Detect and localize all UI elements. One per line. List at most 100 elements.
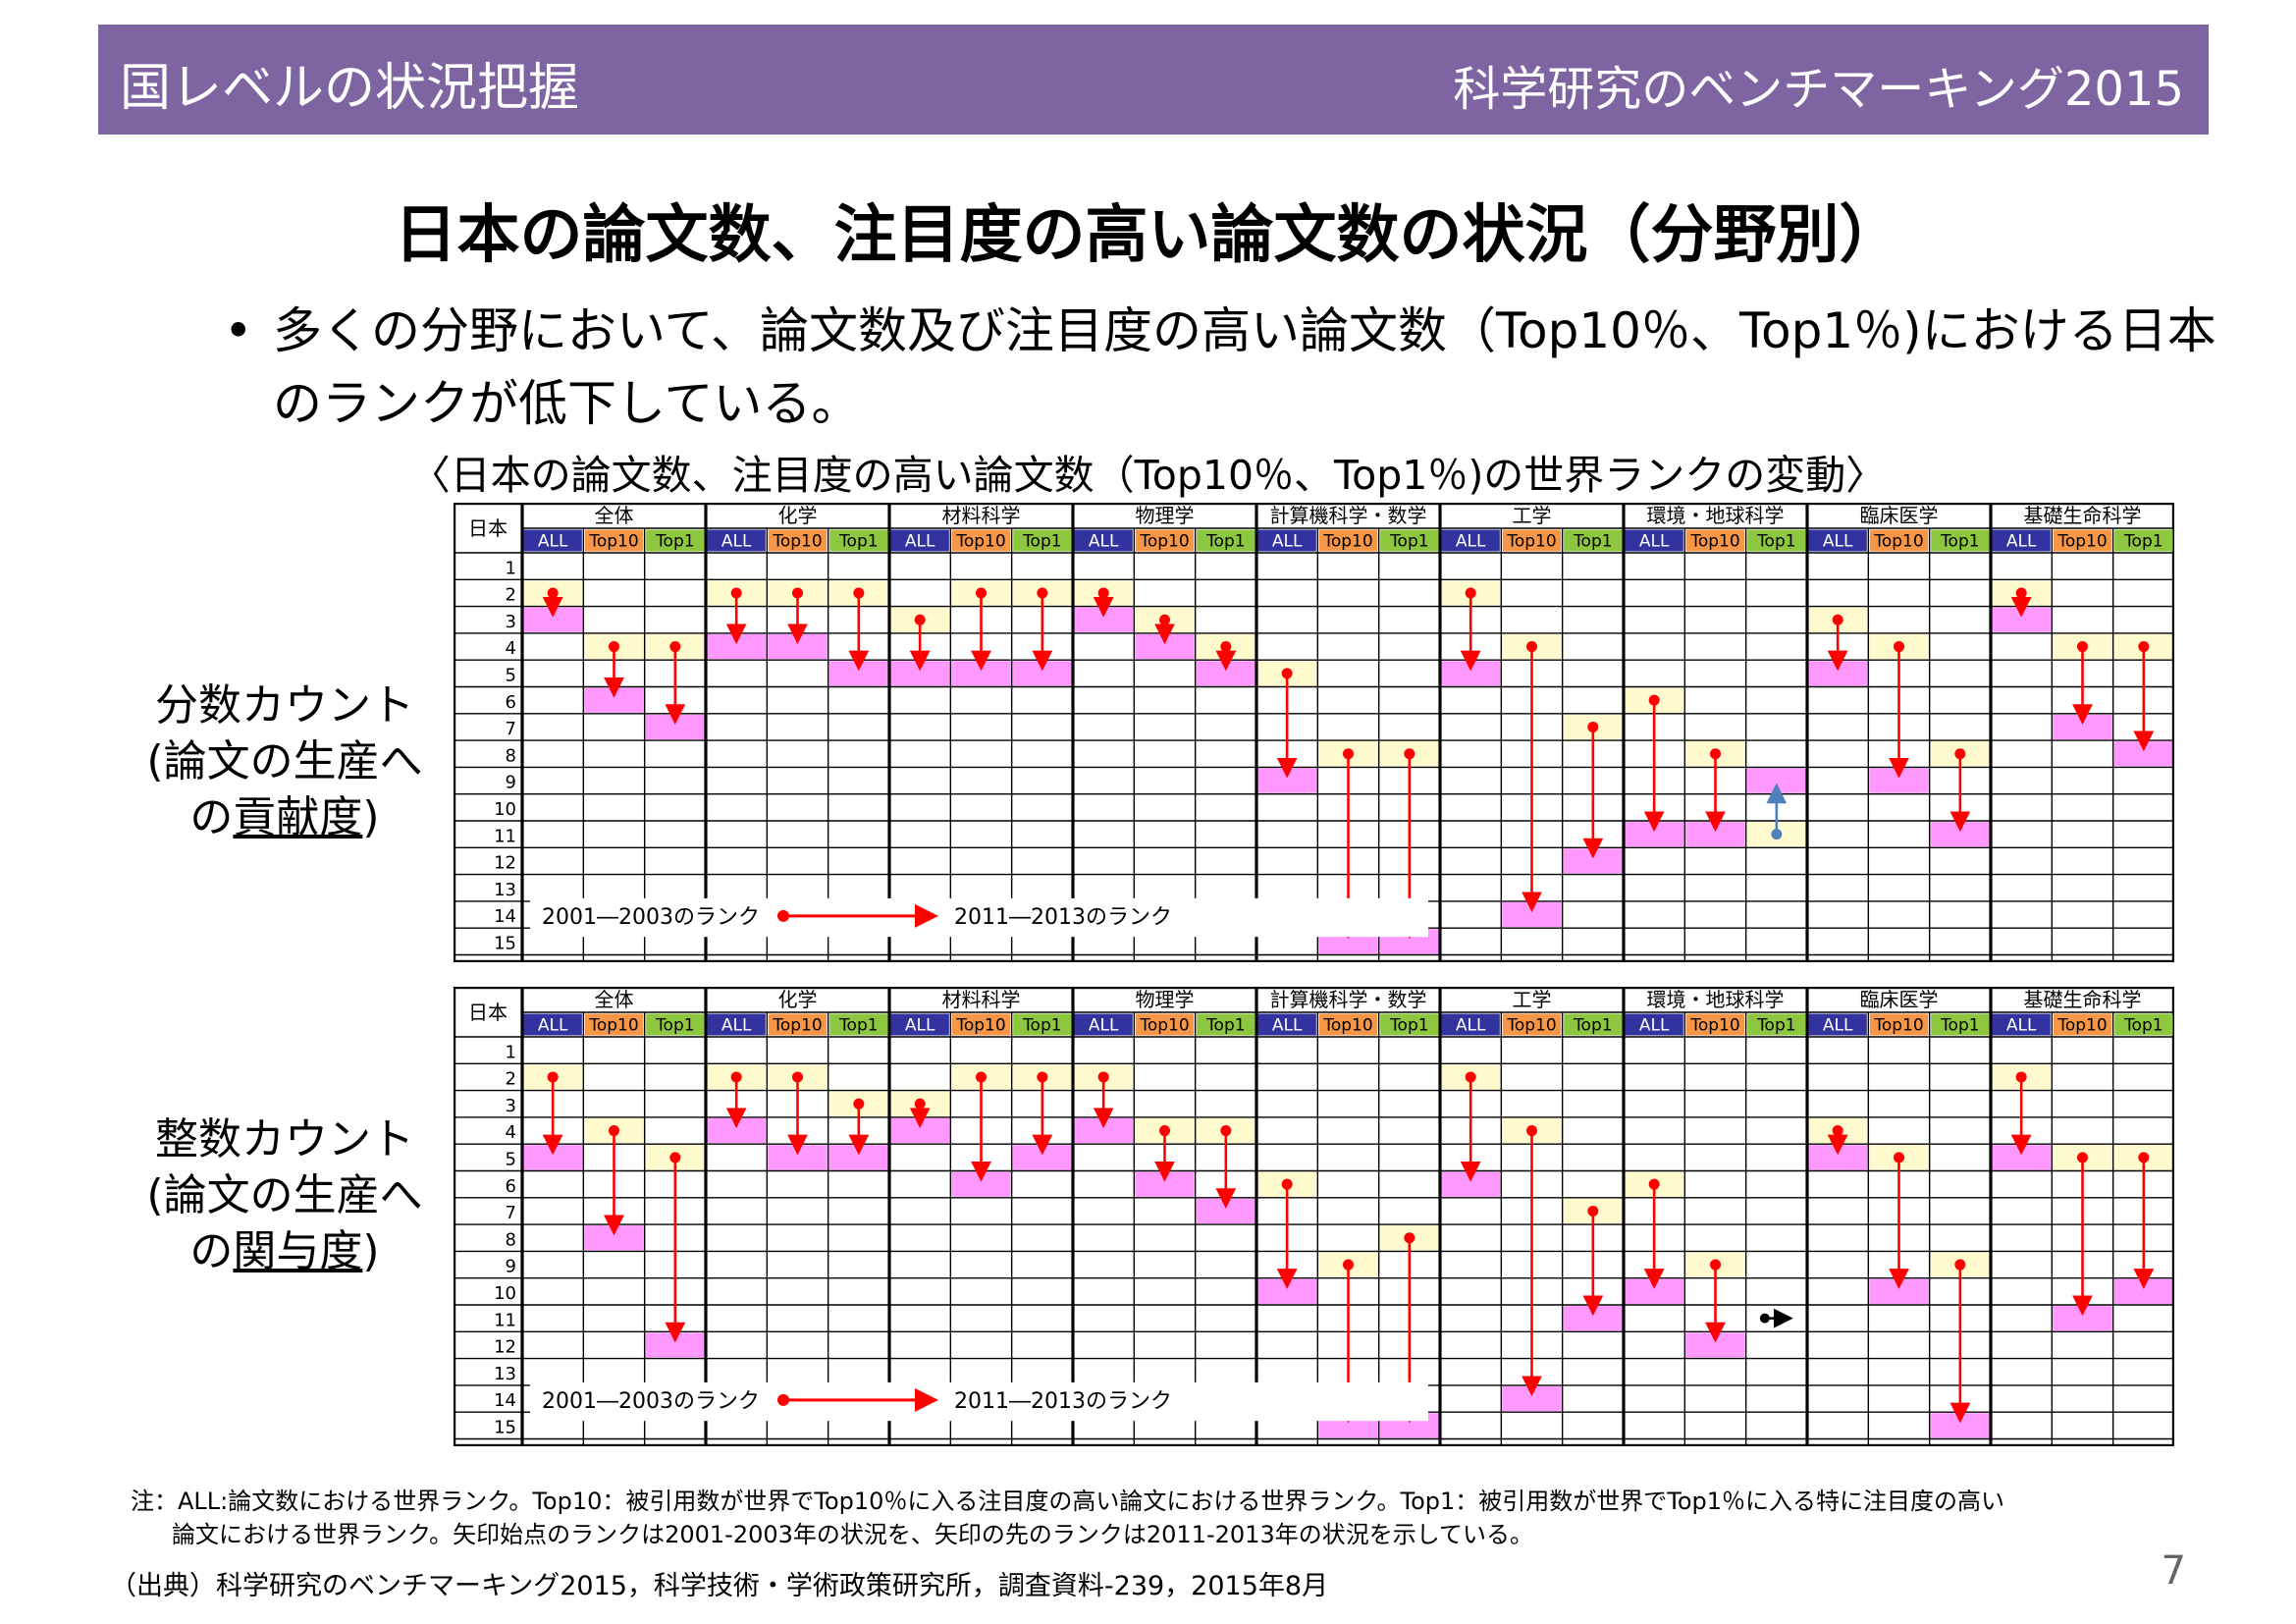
rank-down-arrow	[2072, 1152, 2093, 1317]
panel-label-line: (論文の生産へ	[146, 736, 423, 786]
sub-header-label: Top10	[1139, 532, 1189, 552]
rank-label: 8	[506, 1229, 516, 1250]
rank-label: 12	[494, 853, 516, 874]
sub-header-label: ALL	[1639, 1016, 1670, 1036]
svg-text:2011―2013のランク: 2011―2013のランク	[954, 1389, 1172, 1414]
sub-header-label: Top1	[655, 1016, 695, 1036]
sub-header-cell	[1135, 529, 1195, 552]
sub-header-cell	[1564, 529, 1623, 552]
sub-header-label: ALL	[1823, 1016, 1853, 1036]
sub-header-cell	[2053, 529, 2112, 552]
sub-header-label: ALL	[1456, 532, 1486, 552]
rank-down-arrow	[604, 641, 624, 698]
sub-header-label: Top1	[1389, 1016, 1429, 1036]
rank-down-arrow	[2010, 1071, 2032, 1156]
field-header: 材料科学	[942, 988, 1021, 1011]
rank-chart-fractional: 日本 全体 ALL Top10 Top1 化学 ALL Top10 Top1 材料科学 ALL Top…	[454, 503, 2174, 962]
sub-header-label: Top10	[588, 1016, 638, 1036]
section-title: 国レベルの状況把握	[120, 59, 580, 118]
sub-header-cell	[768, 529, 828, 552]
sub-header-label: Top10	[772, 1016, 822, 1036]
svg-text:2011―2013のランク: 2011―2013のランク	[954, 905, 1172, 930]
sub-header-label: Top10	[1689, 1016, 1739, 1036]
sub-header-cell	[1808, 529, 1867, 552]
rank-down-arrow	[1032, 1071, 1053, 1156]
report-title: 科学研究のベンチマーキング2015	[1453, 62, 2184, 117]
rank-down-arrow	[2133, 1152, 2155, 1289]
page-number: 7	[2161, 1548, 2186, 1594]
rank-down-arrow	[542, 587, 563, 618]
rank-label: 7	[506, 719, 516, 739]
rank-label: 6	[506, 692, 516, 713]
arrow-legend: 2001―2003のランク 2011―2013のランク	[530, 897, 1428, 938]
panel-label-whole: 整数カウント (論文の生産へ の関与度)	[118, 1111, 452, 1279]
sub-header-label: Top10	[2056, 532, 2107, 552]
sub-header-cell	[1197, 1013, 1255, 1036]
bullet-text: 多くの分野において、論文数及び注目度の高い論文数（Top10％、Top1％)にお…	[273, 302, 2216, 432]
rank-down-arrow	[1827, 1125, 1848, 1156]
corner-label: 日本	[468, 1001, 507, 1024]
rank-label: 12	[494, 1337, 516, 1358]
sub-header-label: Top1	[1940, 1016, 1980, 1036]
sub-header-label: Top1	[1940, 532, 1980, 552]
field-header: 全体	[595, 988, 634, 1011]
sub-header-cell	[1992, 1013, 2051, 1036]
sub-header-cell	[1502, 1013, 1562, 1036]
sub-header-label: ALL	[2006, 1016, 2037, 1036]
rank-down-arrow	[1276, 1178, 1298, 1289]
rank-label: 13	[494, 1364, 516, 1384]
rank-down-arrow	[1643, 694, 1665, 833]
field-header: 環境・地球科学	[1647, 988, 1785, 1011]
rank-label: 2	[506, 585, 516, 606]
rank-label: 3	[506, 1096, 516, 1116]
rank-label: 10	[494, 1283, 516, 1304]
sub-header-cell	[1013, 529, 1072, 552]
sub-header-cell	[1685, 529, 1745, 552]
sub-header-label: Top1	[2123, 532, 2163, 552]
sub-header-cell	[1564, 1013, 1623, 1036]
rank-down-arrow	[1276, 668, 1298, 779]
rank-down-arrow	[1154, 614, 1175, 645]
panel-label-line: の貢献度)	[189, 792, 380, 842]
panel-label-line: 分数カウント	[155, 680, 414, 731]
sub-header-cell	[584, 1013, 644, 1036]
sub-header-cell	[1992, 529, 2051, 552]
rank-down-arrow	[1215, 641, 1237, 672]
sub-header-label: ALL	[1272, 532, 1303, 552]
panel-label-line: 整数カウント	[155, 1114, 414, 1164]
footnote-line: 注：ALL:論文数における世界ランク。Top10：被引用数が世界でTop10％に…	[131, 1488, 2005, 1515]
rank-label: 11	[494, 1310, 516, 1330]
rank-down-arrow	[848, 1098, 870, 1156]
sub-header-cell	[1257, 1013, 1316, 1036]
sub-header-label: ALL	[538, 1016, 568, 1036]
rank-down-arrow	[1582, 1205, 1604, 1317]
sub-header-label: Top1	[838, 532, 879, 552]
rank-down-arrow	[848, 587, 870, 672]
sub-header-label: Top10	[1322, 532, 1372, 552]
sub-header-cell	[1869, 1013, 1929, 1036]
sub-header-cell	[1380, 529, 1439, 552]
rank-label: 5	[506, 1150, 516, 1170]
rank-down-arrow	[725, 587, 747, 645]
panel-label-line: (論文の生産へ	[146, 1170, 423, 1220]
sub-header-cell	[829, 529, 888, 552]
sub-header-label: Top1	[1022, 532, 1062, 552]
rank-down-arrow	[2010, 587, 2032, 618]
arrow-legend: 2001―2003のランク 2011―2013のランク	[530, 1381, 1428, 1422]
sub-header-label: Top1	[1756, 1016, 1796, 1036]
sub-header-cell	[1074, 529, 1133, 552]
sub-header-cell	[1197, 529, 1255, 552]
rank-label: 11	[494, 826, 516, 846]
sub-header-label: Top1	[838, 1016, 879, 1036]
sub-header-label: Top10	[1506, 532, 1556, 552]
rank-label: 7	[506, 1203, 516, 1223]
sub-header-cell	[1931, 1013, 1990, 1036]
sub-header-label: ALL	[2006, 532, 2037, 552]
field-header: 物理学	[1136, 988, 1195, 1011]
field-header: 化学	[778, 504, 818, 527]
rank-label: 15	[494, 934, 516, 954]
sub-header-cell	[1013, 1013, 1072, 1036]
sub-header-cell	[1318, 1013, 1378, 1036]
field-header: 材料科学	[942, 504, 1021, 527]
